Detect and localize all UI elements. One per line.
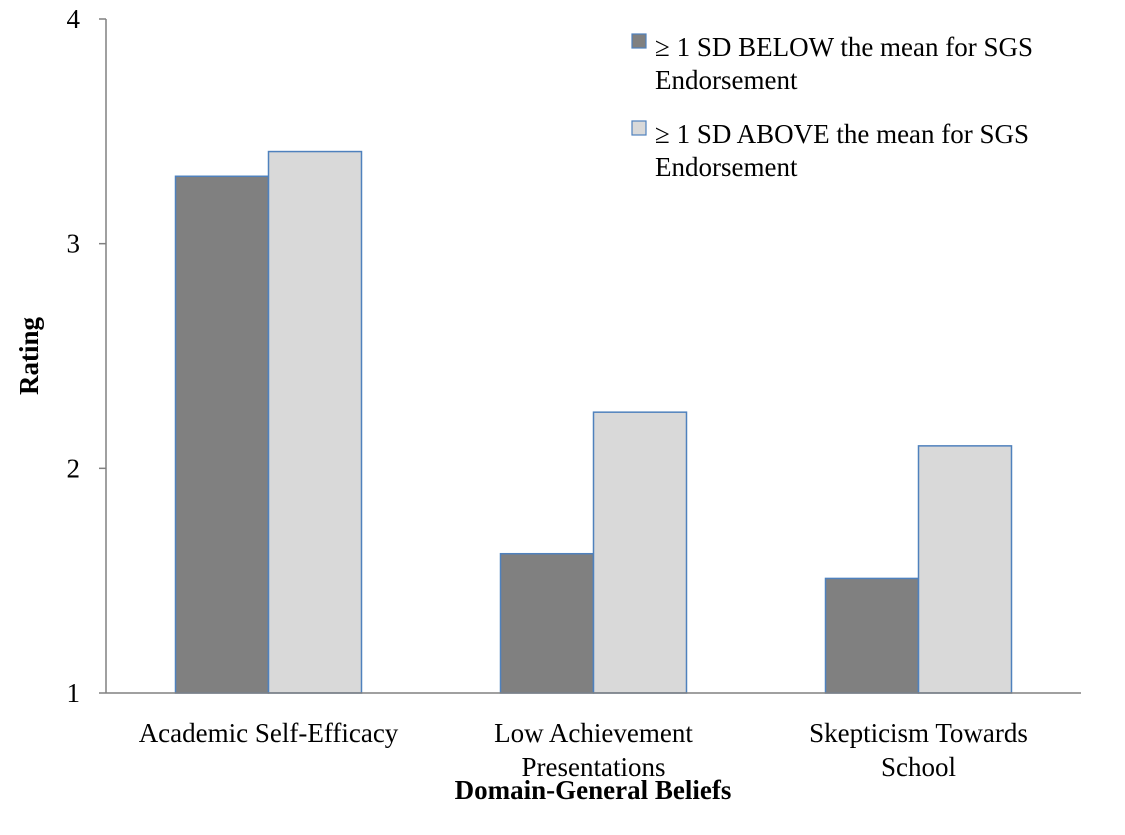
bars-layer xyxy=(174,150,1013,694)
y-tick-labels: 1 2 3 4 xyxy=(67,4,106,708)
x-axis-title: Domain-General Beliefs xyxy=(455,775,732,805)
bar-series-2-cat-1 xyxy=(267,150,363,694)
bar-series-1-cat-3 xyxy=(824,577,920,694)
x-category-labels: Academic Self-Efficacy Low Achievement Pre… xyxy=(139,718,1028,782)
legend-swatch-1 xyxy=(631,33,647,49)
legend: ≥ 1 SD BELOW the mean for SGSEndorsement… xyxy=(631,32,1033,182)
legend-label-1: ≥ 1 SD BELOW the mean for SGS xyxy=(655,32,1033,62)
y-axis-title: Rating xyxy=(14,317,44,396)
legend-swatch-2 xyxy=(631,120,647,136)
bar-series-1-cat-2 xyxy=(499,552,595,694)
legend-label-2: Endorsement xyxy=(655,152,798,182)
y-tick-label: 2 xyxy=(67,453,81,483)
bar-series-2-cat-3 xyxy=(917,445,1013,694)
y-tick-label: 3 xyxy=(67,229,81,259)
x-category-label: Presentations xyxy=(522,752,666,782)
axes-layer xyxy=(105,19,1081,694)
y-tick-label: 4 xyxy=(67,4,81,34)
x-category-label: Academic Self-Efficacy xyxy=(139,718,399,748)
bar-series-1-cat-1 xyxy=(174,175,270,694)
x-category-label: Skepticism Towards xyxy=(809,718,1028,748)
y-tick-label: 1 xyxy=(67,678,81,708)
bar-series-2-cat-2 xyxy=(592,411,688,694)
legend-label-1: Endorsement xyxy=(655,65,798,95)
legend-label-2: ≥ 1 SD ABOVE the mean for SGS xyxy=(655,119,1029,149)
x-category-label: Low Achievement xyxy=(494,718,693,748)
x-category-label: School xyxy=(881,752,956,782)
